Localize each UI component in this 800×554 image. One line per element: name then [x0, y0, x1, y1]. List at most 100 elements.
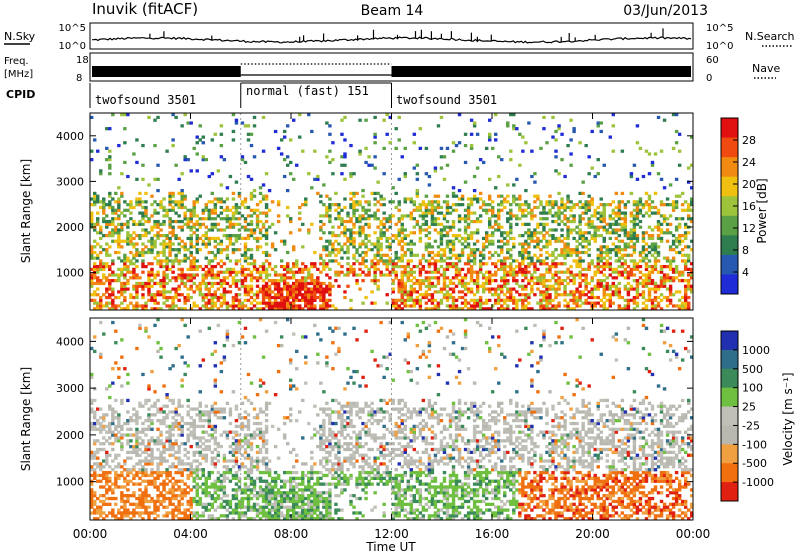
- power-cell: [252, 262, 257, 266]
- power-cell: [671, 267, 676, 271]
- velocity-cell: [93, 456, 97, 460]
- power-cell: [201, 281, 205, 286]
- power-cell: [638, 293, 643, 297]
- power-cell: [304, 295, 308, 300]
- power-cell: [153, 200, 157, 204]
- power-cell: [237, 211, 242, 215]
- power-cell: [343, 177, 347, 181]
- power-cell: [466, 301, 471, 305]
- power-cell: [279, 279, 284, 283]
- power-cell: [102, 293, 106, 297]
- power-cell: [500, 298, 504, 302]
- power-cell: [590, 236, 594, 241]
- power-cell: [406, 197, 410, 201]
- power-cell: [475, 290, 480, 294]
- power-cell: [337, 273, 341, 277]
- power-cell: [105, 225, 109, 229]
- y-tick-label: 2000: [56, 221, 84, 234]
- power-cell: [153, 208, 157, 212]
- power-cell: [454, 264, 459, 269]
- power-cell: [584, 284, 588, 288]
- power-cell: [653, 250, 658, 255]
- power-cell: [147, 270, 151, 274]
- power-cell: [614, 214, 619, 218]
- velocity-cell: [90, 496, 94, 501]
- power-cell: [198, 264, 202, 269]
- velocity-cell: [174, 470, 178, 475]
- velocity-cell: [177, 505, 181, 509]
- power-cell: [521, 149, 525, 153]
- velocity-cell: [180, 502, 184, 506]
- power-cell: [367, 273, 371, 277]
- power-cell: [632, 228, 637, 232]
- power-cell: [409, 211, 414, 215]
- power-cell: [325, 290, 329, 294]
- power-cell: [180, 270, 184, 274]
- power-cell: [653, 295, 658, 300]
- power-cell: [180, 191, 184, 196]
- power-cell: [566, 205, 570, 210]
- power-cell: [686, 253, 691, 257]
- power-cell: [542, 228, 546, 232]
- power-cell: [249, 222, 254, 226]
- power-cell: [403, 290, 407, 294]
- power-cell: [689, 287, 694, 291]
- velocity-cell: [99, 511, 103, 515]
- velocity-cell: [93, 491, 97, 495]
- power-cell: [276, 304, 281, 308]
- power-cell: [560, 219, 564, 224]
- power-cell: [219, 143, 224, 148]
- power-cell: [307, 304, 311, 308]
- power-cell: [373, 203, 377, 207]
- power-cell: [237, 259, 242, 263]
- power-cell: [162, 239, 166, 243]
- power-cell: [581, 191, 585, 196]
- velocity-cell: [171, 508, 175, 512]
- power-cell: [132, 256, 136, 260]
- power-cell: [171, 262, 175, 266]
- power-cell: [686, 217, 691, 221]
- velocity-cell: [147, 407, 151, 411]
- power-cell: [466, 211, 471, 215]
- power-cell: [472, 242, 477, 246]
- velocity-cell: [162, 447, 166, 452]
- power-cell: [385, 236, 389, 241]
- power-cell: [316, 284, 320, 288]
- power-cell: [487, 273, 492, 277]
- power-cell: [539, 276, 543, 280]
- power-cell: [135, 177, 139, 181]
- power-cell: [512, 267, 516, 271]
- power-cell: [497, 239, 501, 243]
- power-cell: [156, 188, 160, 193]
- power-cell: [210, 273, 215, 277]
- power-cell: [677, 217, 682, 221]
- power-cell: [180, 205, 184, 210]
- velocity-cell: [159, 470, 163, 475]
- power-cell: [267, 225, 272, 229]
- power-cell: [231, 217, 236, 221]
- power-cell: [264, 203, 269, 207]
- velocity-cell: [126, 479, 130, 483]
- power-cell: [421, 217, 426, 221]
- velocity-cell: [102, 459, 106, 463]
- power-cell: [111, 307, 115, 311]
- power-cell: [674, 239, 679, 243]
- velocity-cell: [174, 450, 178, 455]
- power-cell: [572, 290, 576, 294]
- power-cell: [494, 113, 498, 117]
- power-cell: [246, 138, 251, 142]
- power-cell: [454, 256, 459, 260]
- velocity-cell: [168, 511, 172, 515]
- power-cell: [361, 250, 365, 255]
- power-cell: [225, 186, 230, 190]
- power-cell: [644, 211, 649, 215]
- power-cell: [147, 248, 151, 252]
- power-cell: [267, 262, 272, 266]
- power-cell: [451, 239, 456, 243]
- power-cell: [162, 301, 166, 305]
- power-cell: [436, 231, 441, 235]
- power-cell: [325, 284, 329, 288]
- power-cell: [141, 270, 145, 274]
- power-cell: [596, 158, 600, 162]
- power-cell: [129, 200, 133, 204]
